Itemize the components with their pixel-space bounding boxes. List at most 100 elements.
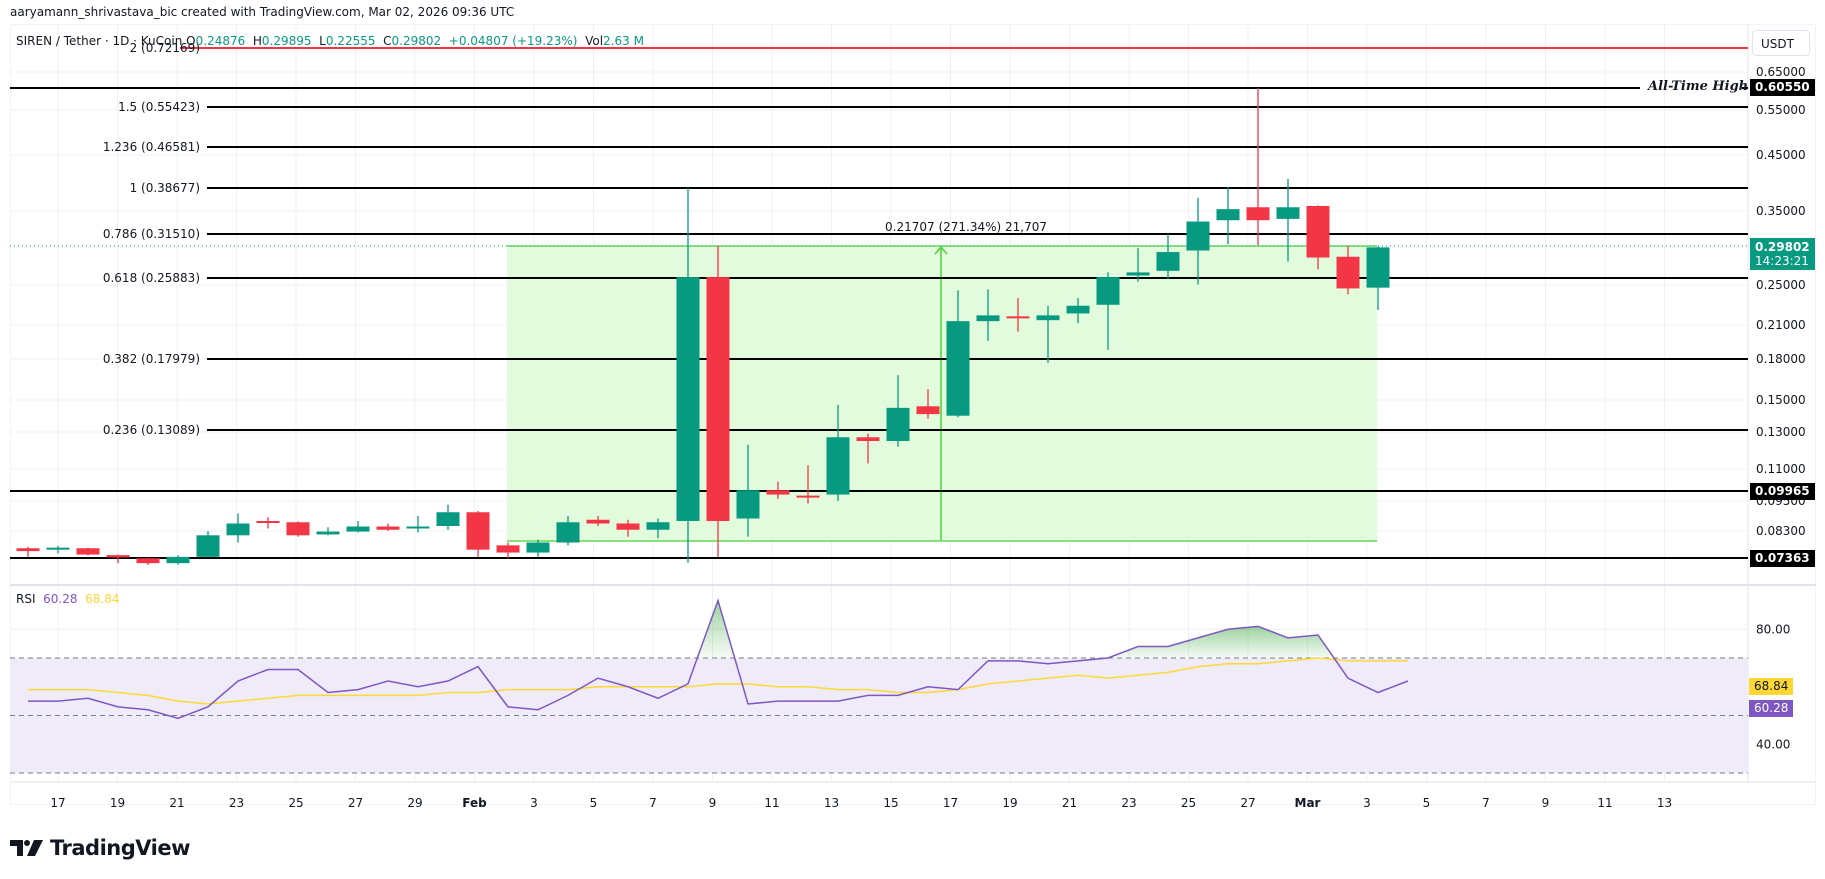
candle[interactable] <box>1186 197 1210 285</box>
candle[interactable] <box>376 523 400 532</box>
candle[interactable] <box>166 555 190 565</box>
candle[interactable] <box>136 557 160 565</box>
symbol-legend: SIREN / Tether · 1D · KuCoin O0.24876 H0… <box>16 34 644 48</box>
candle[interactable] <box>616 519 640 537</box>
candle[interactable] <box>676 187 700 563</box>
candle[interactable] <box>1246 88 1270 246</box>
price-tick: 0.35000 <box>1756 204 1806 218</box>
rsi-line <box>28 598 1409 720</box>
support-tag-2: 0.07363 <box>1750 550 1815 567</box>
candle[interactable] <box>946 290 970 418</box>
candle[interactable] <box>766 481 790 499</box>
candle[interactable] <box>226 513 250 543</box>
price-tick: 0.25000 <box>1756 278 1806 292</box>
rsi-pane[interactable]: 80.00 40.00 <box>10 598 1790 774</box>
time-tick: 17 <box>943 796 958 810</box>
candle[interactable] <box>556 516 580 546</box>
time-tick: 17 <box>50 796 65 810</box>
rsi-legend: RSI 60.28 68.84 <box>16 592 120 606</box>
ath-price-tag: 0.60550 <box>1750 79 1815 96</box>
rsi-value-tag: 60.28 <box>1749 700 1794 717</box>
close-value: 0.29802 <box>391 34 442 48</box>
candle[interactable] <box>16 546 40 557</box>
time-tick: 23 <box>229 796 244 810</box>
candle[interactable] <box>436 504 460 530</box>
time-tick: Feb <box>462 796 487 810</box>
measure-zone[interactable]: 0.21707 (271.34%) 21,707 <box>507 220 1377 542</box>
symbol-name[interactable]: SIREN / Tether · 1D · KuCoin <box>16 34 183 48</box>
candle[interactable] <box>736 444 760 537</box>
candle[interactable] <box>1216 187 1240 245</box>
time-tick: 15 <box>883 796 898 810</box>
time-tick: 27 <box>1240 796 1255 810</box>
rsi-label[interactable]: RSI <box>16 592 36 606</box>
fib-label: 1.236 (0.46581) <box>103 140 200 154</box>
rsi-ma-tag: 68.84 <box>1749 678 1794 695</box>
candle[interactable] <box>466 511 490 557</box>
candle[interactable] <box>886 375 910 447</box>
time-tick: 11 <box>764 796 779 810</box>
candle[interactable] <box>916 388 940 419</box>
candle[interactable] <box>1336 245 1360 295</box>
candle[interactable] <box>1006 298 1030 332</box>
candles[interactable] <box>16 88 1390 565</box>
price-axis[interactable]: 0.65000 0.55000 0.45000 0.35000 0.25000 0.210… <box>1756 65 1806 538</box>
time-axis[interactable]: 17 19 21 23 25 27 29 Feb 3 5 7 9 11 13 15 17 19 21 23 25 27 M… <box>50 796 1672 810</box>
candle[interactable] <box>1126 248 1150 282</box>
support-tag-1: 0.09965 <box>1750 483 1815 500</box>
attribution-text: aaryamann_shrivastava_bic created with T… <box>10 5 515 19</box>
candle[interactable] <box>46 545 70 554</box>
candle[interactable] <box>1096 272 1120 350</box>
candle[interactable] <box>526 539 550 557</box>
ath-label: All-Time High <box>1648 79 1749 94</box>
time-tick: 7 <box>649 796 657 810</box>
time-tick: 21 <box>169 796 184 810</box>
candle[interactable] <box>1276 179 1300 262</box>
time-tick: 19 <box>1002 796 1017 810</box>
price-tick: 0.18000 <box>1756 352 1806 366</box>
price-tick: 0.13000 <box>1756 425 1806 439</box>
currency-selector[interactable]: USDT <box>1752 30 1810 56</box>
candle[interactable] <box>706 245 730 557</box>
fib-label: 1.5 (0.55423) <box>118 100 200 114</box>
candle[interactable] <box>196 531 220 558</box>
candle[interactable] <box>976 289 1000 341</box>
candle[interactable] <box>496 542 520 559</box>
candle[interactable] <box>1036 305 1060 363</box>
fib-label: 1 (0.38677) <box>130 181 200 195</box>
candle[interactable] <box>406 516 430 533</box>
candle[interactable] <box>346 521 370 533</box>
candle[interactable] <box>76 547 100 556</box>
time-tick: 13 <box>824 796 839 810</box>
candle[interactable] <box>1366 246 1390 310</box>
candle[interactable] <box>796 465 820 504</box>
rsi-tick: 40.00 <box>1756 737 1790 751</box>
rsi-ma-value: 68.84 <box>85 592 120 606</box>
tradingview-logo[interactable]: TradingView <box>10 836 190 860</box>
candle[interactable] <box>286 521 310 537</box>
candle[interactable] <box>586 516 610 526</box>
candle[interactable] <box>856 433 880 464</box>
last-price: 0.29802 <box>1755 240 1810 254</box>
volume-label: Vol <box>585 34 604 48</box>
fib-label: 2 (0.72169) <box>130 41 200 55</box>
time-tick: 9 <box>709 796 717 810</box>
candle[interactable] <box>256 517 280 529</box>
candle[interactable] <box>646 518 670 539</box>
candle[interactable] <box>106 554 130 564</box>
fib-levels[interactable]: 2 (0.72169) 1.5 (0.55423) 1.236 (0.46581) 1… <box>10 41 1748 559</box>
candle[interactable] <box>1066 298 1090 324</box>
candle[interactable] <box>826 404 850 501</box>
volume-value: 2.63 M <box>603 34 644 48</box>
time-tick: 21 <box>1062 796 1077 810</box>
last-price-tag: 0.29802 14:23:21 <box>1750 238 1815 270</box>
price-tick: 0.11000 <box>1756 462 1806 476</box>
time-tick: 25 <box>288 796 303 810</box>
time-tick: 19 <box>110 796 125 810</box>
candle[interactable] <box>316 527 340 536</box>
candle[interactable] <box>1156 234 1180 279</box>
open-label: O <box>186 34 196 48</box>
candle[interactable] <box>1306 205 1330 270</box>
price-tick: 0.65000 <box>1756 65 1806 79</box>
